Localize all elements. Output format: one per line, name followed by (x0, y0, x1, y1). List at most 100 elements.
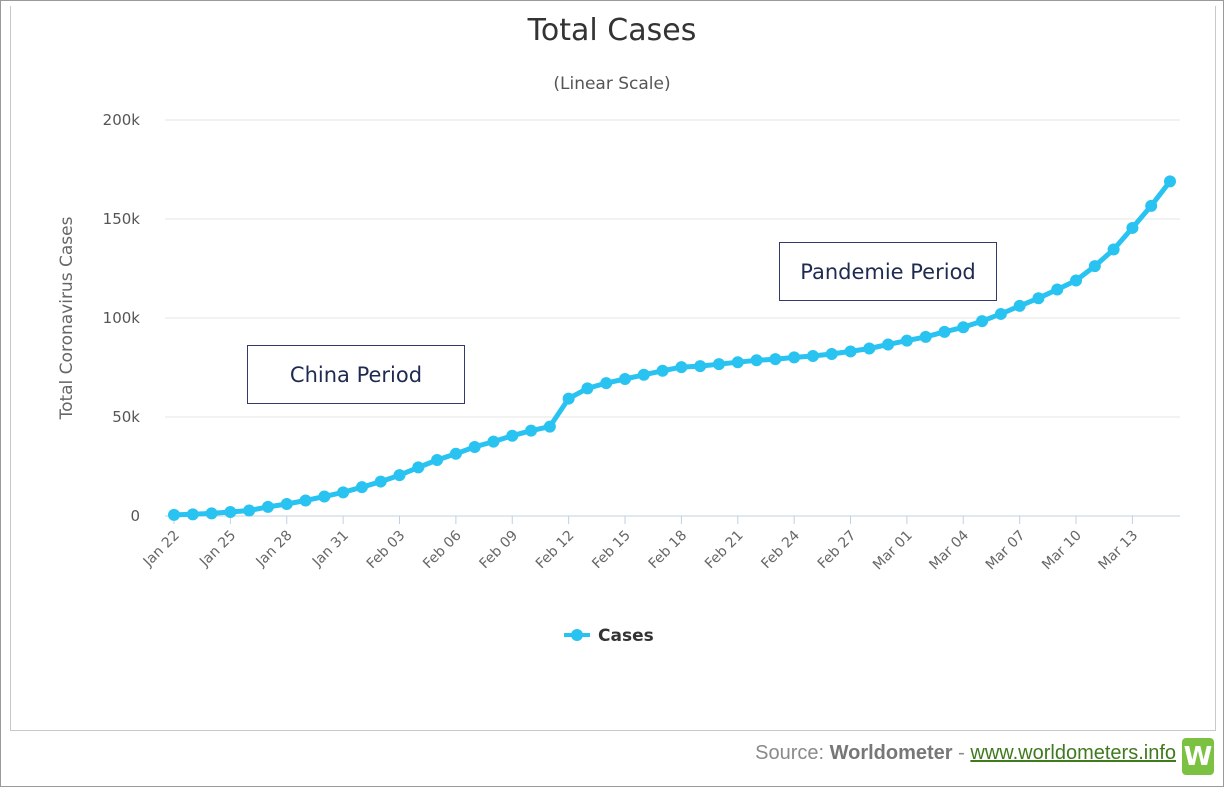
data-point[interactable] (487, 435, 500, 448)
x-tick-label: Feb 06 (420, 527, 465, 572)
data-point[interactable] (825, 347, 838, 360)
data-point[interactable] (844, 345, 857, 358)
y-tick-label: 100k (103, 309, 141, 327)
data-point[interactable] (525, 424, 538, 437)
data-point[interactable] (769, 353, 782, 366)
data-point[interactable] (562, 392, 575, 405)
x-tick-label: Mar 01 (870, 528, 916, 574)
data-point[interactable] (1164, 175, 1176, 188)
data-point[interactable] (788, 351, 801, 364)
data-point[interactable] (412, 461, 425, 474)
y-tick-label: 0 (130, 507, 140, 525)
y-axis-ticks: 0 50k 100k 150k 200k (103, 111, 141, 525)
data-point[interactable] (1051, 283, 1064, 296)
source-separator: - (952, 742, 971, 764)
china-period-label: China Period (289, 362, 423, 387)
data-point[interactable] (186, 508, 199, 521)
x-tick-label: Mar 04 (926, 527, 972, 573)
legend-marker-icon (571, 629, 583, 641)
x-tick-label: Jan 31 (309, 528, 352, 571)
data-point[interactable] (919, 330, 932, 343)
source-name: Worldometer (829, 742, 953, 764)
data-point[interactable] (468, 440, 481, 453)
x-tick-label: Jan 22 (140, 528, 183, 571)
y-axis-label: Total Coronavirus Cases (57, 216, 77, 420)
data-point[interactable] (938, 325, 951, 338)
x-axis-ticks: Jan 22 Jan 25 Jan 28 Jan 31 Feb 03 Feb 06 Feb … (140, 516, 1141, 573)
x-tick-label: Feb 27 (815, 528, 860, 573)
data-point[interactable] (1070, 274, 1083, 287)
data-point[interactable] (637, 368, 650, 381)
logo-letter: W (1183, 741, 1213, 772)
data-point[interactable] (694, 360, 707, 373)
y-tick-label: 150k (103, 210, 141, 228)
data-point[interactable] (1107, 243, 1120, 256)
data-point[interactable] (1126, 221, 1139, 234)
chart-subtitle: (Linear Scale) (553, 74, 670, 94)
pandemie-period-annotation: Pandemie Period (779, 242, 997, 301)
source-credit: Source: Worldometer - www.worldometers.i… (755, 742, 1176, 765)
chart-title: Total Cases (527, 13, 697, 48)
data-point[interactable] (712, 358, 725, 371)
worldometer-logo-icon: W (1182, 738, 1214, 775)
data-point[interactable] (243, 504, 256, 517)
x-tick-label: Mar 10 (1039, 528, 1085, 574)
x-tick-label: Jan 28 (253, 528, 296, 571)
data-point[interactable] (543, 420, 556, 433)
data-point[interactable] (882, 338, 895, 351)
china-period-annotation: China Period (247, 345, 465, 404)
data-point[interactable] (731, 356, 744, 369)
x-tick-label: Feb 18 (646, 528, 691, 573)
series-cases (168, 175, 1176, 521)
data-point[interactable] (957, 321, 970, 334)
data-point[interactable] (449, 447, 462, 460)
data-point[interactable] (1032, 292, 1045, 305)
data-point[interactable] (431, 454, 444, 467)
data-point[interactable] (224, 506, 237, 519)
y-tick-label: 200k (103, 111, 141, 129)
x-tick-label: Feb 24 (758, 527, 803, 572)
pandemie-period-label: Pandemie Period (800, 259, 976, 284)
x-tick-label: Feb 09 (477, 528, 522, 573)
legend[interactable]: Cases (564, 626, 654, 646)
data-point[interactable] (1145, 199, 1158, 212)
x-tick-label: Feb 21 (702, 528, 747, 573)
data-point[interactable] (656, 364, 669, 377)
x-tick-label: Feb 03 (364, 528, 409, 573)
source-prefix: Source: (755, 742, 830, 764)
data-point[interactable] (318, 490, 331, 503)
data-point[interactable] (900, 334, 913, 347)
x-tick-label: Mar 07 (983, 528, 1029, 574)
data-point[interactable] (600, 377, 613, 390)
data-point[interactable] (675, 361, 688, 374)
data-point[interactable] (863, 342, 876, 355)
data-point[interactable] (994, 307, 1007, 320)
data-point[interactable] (299, 494, 312, 507)
data-point[interactable] (976, 315, 989, 328)
data-point[interactable] (393, 469, 406, 482)
x-tick-label: Mar 13 (1096, 528, 1142, 574)
chart-container (10, 6, 1216, 731)
y-tick-label: 50k (112, 408, 140, 426)
data-point[interactable] (1013, 299, 1026, 312)
source-link[interactable]: www.worldometers.info (970, 742, 1176, 764)
data-point[interactable] (506, 429, 519, 442)
data-point[interactable] (374, 475, 387, 488)
x-tick-label: Jan 25 (196, 528, 239, 571)
gridlines (165, 119, 1180, 517)
x-tick-label: Feb 12 (533, 528, 578, 573)
data-point[interactable] (337, 486, 350, 499)
data-point[interactable] (619, 372, 632, 385)
data-point[interactable] (1088, 260, 1101, 273)
data-point[interactable] (280, 498, 293, 511)
data-point[interactable] (261, 500, 274, 513)
data-point[interactable] (355, 481, 368, 494)
data-point[interactable] (806, 349, 819, 362)
data-point[interactable] (168, 508, 180, 521)
data-point[interactable] (205, 507, 218, 520)
legend-item-cases[interactable]: Cases (598, 626, 654, 646)
x-tick-label: Feb 15 (589, 528, 634, 573)
data-point[interactable] (750, 354, 763, 367)
data-point[interactable] (581, 382, 594, 395)
